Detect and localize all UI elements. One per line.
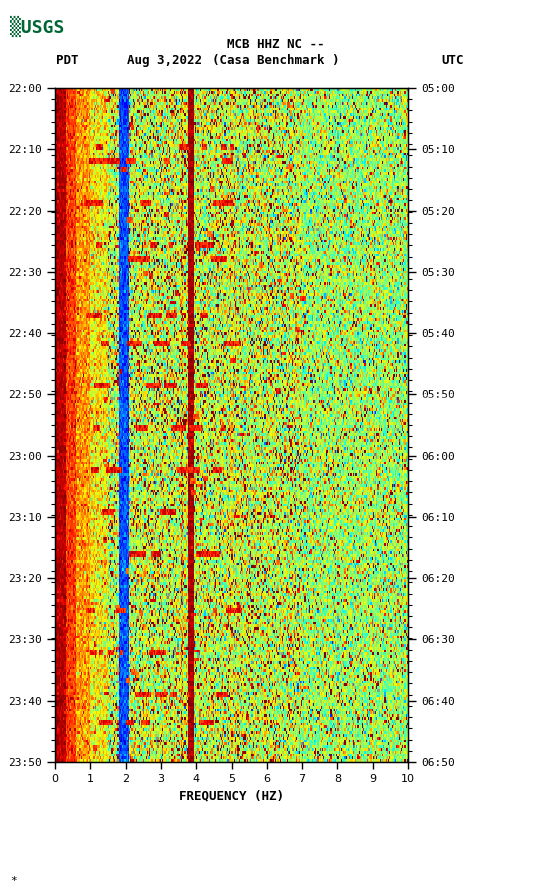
Text: ▒USGS: ▒USGS	[10, 16, 65, 38]
Text: PDT: PDT	[56, 54, 79, 67]
X-axis label: FREQUENCY (HZ): FREQUENCY (HZ)	[179, 789, 284, 803]
Text: MCB HHZ NC --: MCB HHZ NC --	[227, 38, 325, 51]
Text: *: *	[10, 876, 17, 886]
Text: UTC: UTC	[442, 54, 464, 67]
Text: Aug 3,2022: Aug 3,2022	[127, 54, 202, 67]
Text: (Casa Benchmark ): (Casa Benchmark )	[213, 54, 339, 67]
